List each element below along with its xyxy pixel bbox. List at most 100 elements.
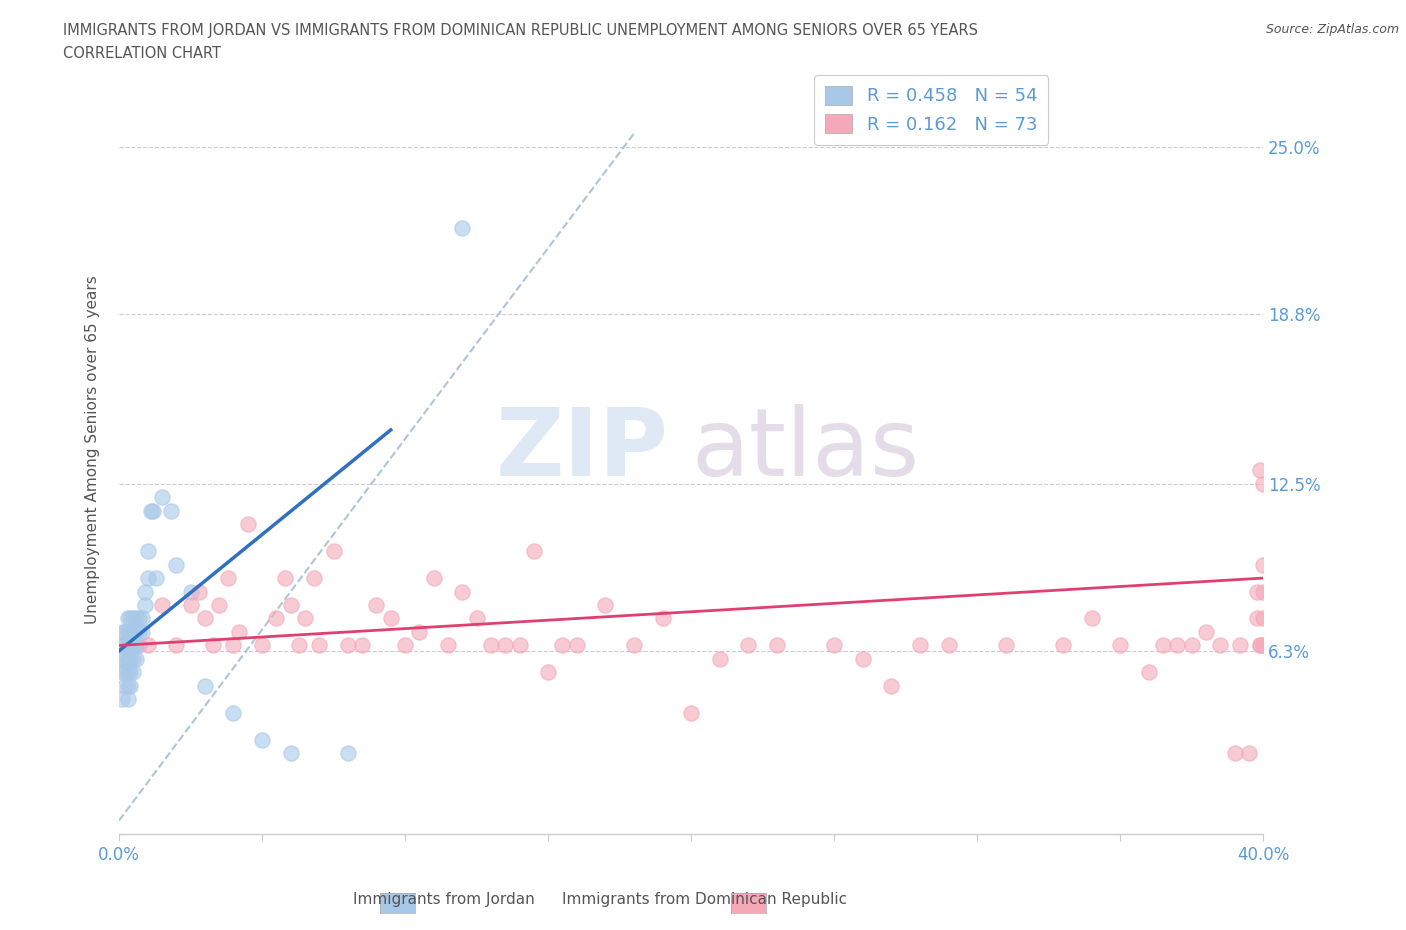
Point bbox=[114, 678, 136, 693]
Point bbox=[120, 652, 142, 667]
Legend: R = 0.458   N = 54, R = 0.162   N = 73: R = 0.458 N = 54, R = 0.162 N = 73 bbox=[814, 75, 1049, 144]
Point bbox=[111, 652, 134, 667]
Point bbox=[280, 598, 302, 613]
Point bbox=[120, 678, 142, 693]
Text: Immigrants from Jordan: Immigrants from Jordan bbox=[353, 892, 534, 907]
Point bbox=[274, 571, 297, 586]
Point bbox=[150, 490, 173, 505]
Point bbox=[537, 665, 560, 680]
Point bbox=[125, 611, 148, 626]
Point bbox=[1166, 638, 1188, 653]
Point bbox=[117, 611, 139, 626]
Point bbox=[114, 638, 136, 653]
Point bbox=[681, 705, 703, 720]
Point bbox=[136, 544, 159, 559]
Point bbox=[852, 652, 875, 667]
Point bbox=[122, 625, 145, 640]
Text: atlas: atlas bbox=[692, 405, 920, 496]
Point bbox=[180, 598, 202, 613]
Point bbox=[1229, 638, 1251, 653]
Point bbox=[188, 584, 211, 599]
Point bbox=[494, 638, 516, 653]
Point bbox=[451, 220, 474, 235]
Point bbox=[823, 638, 845, 653]
Point bbox=[122, 638, 145, 653]
Point bbox=[120, 638, 142, 653]
Point bbox=[1251, 584, 1274, 599]
Point bbox=[217, 571, 239, 586]
Point bbox=[1052, 638, 1074, 653]
Point bbox=[250, 638, 273, 653]
Point bbox=[117, 665, 139, 680]
Point bbox=[336, 746, 359, 761]
Point bbox=[114, 652, 136, 667]
Point bbox=[508, 638, 530, 653]
Point bbox=[228, 625, 250, 640]
Point bbox=[352, 638, 374, 653]
Point bbox=[1237, 746, 1260, 761]
Point bbox=[180, 584, 202, 599]
Point bbox=[1195, 625, 1218, 640]
Point bbox=[1251, 557, 1274, 572]
Point bbox=[128, 638, 150, 653]
Point bbox=[134, 584, 156, 599]
Point bbox=[1251, 638, 1274, 653]
Point bbox=[422, 571, 444, 586]
Point bbox=[236, 517, 259, 532]
Point bbox=[322, 544, 344, 559]
Point bbox=[766, 638, 789, 653]
Point bbox=[1152, 638, 1174, 653]
Point bbox=[1137, 665, 1160, 680]
Point bbox=[120, 611, 142, 626]
Point bbox=[134, 598, 156, 613]
Point bbox=[1249, 638, 1271, 653]
Point bbox=[122, 652, 145, 667]
Point bbox=[222, 638, 245, 653]
Point bbox=[380, 611, 402, 626]
Point bbox=[125, 625, 148, 640]
Point bbox=[994, 638, 1017, 653]
Point bbox=[737, 638, 759, 653]
Point bbox=[142, 503, 165, 518]
Point bbox=[451, 584, 474, 599]
Point bbox=[280, 746, 302, 761]
Point bbox=[336, 638, 359, 653]
Point bbox=[1109, 638, 1132, 653]
Point bbox=[131, 611, 153, 626]
Point bbox=[294, 611, 316, 626]
Point bbox=[288, 638, 311, 653]
Point bbox=[202, 638, 225, 653]
Point bbox=[302, 571, 325, 586]
Point bbox=[125, 638, 148, 653]
Point bbox=[122, 665, 145, 680]
Point bbox=[139, 503, 162, 518]
Text: CORRELATION CHART: CORRELATION CHART bbox=[63, 46, 221, 61]
Point bbox=[1251, 611, 1274, 626]
Point bbox=[465, 611, 488, 626]
Point bbox=[150, 598, 173, 613]
Point bbox=[136, 638, 159, 653]
Point bbox=[565, 638, 588, 653]
Point bbox=[165, 557, 187, 572]
Point bbox=[308, 638, 330, 653]
Point bbox=[114, 625, 136, 640]
Point bbox=[111, 692, 134, 707]
Text: Source: ZipAtlas.com: Source: ZipAtlas.com bbox=[1265, 23, 1399, 36]
Point bbox=[117, 692, 139, 707]
Point bbox=[623, 638, 645, 653]
Point bbox=[1246, 611, 1268, 626]
Point bbox=[250, 732, 273, 747]
Point bbox=[1080, 611, 1102, 626]
Point bbox=[1223, 746, 1246, 761]
Point bbox=[651, 611, 673, 626]
Point bbox=[1249, 638, 1271, 653]
Point bbox=[194, 678, 217, 693]
Point bbox=[1249, 463, 1271, 478]
Point bbox=[165, 638, 187, 653]
Point bbox=[117, 678, 139, 693]
Point bbox=[111, 638, 134, 653]
Text: IMMIGRANTS FROM JORDAN VS IMMIGRANTS FROM DOMINICAN REPUBLIC UNEMPLOYMENT AMONG : IMMIGRANTS FROM JORDAN VS IMMIGRANTS FRO… bbox=[63, 23, 979, 38]
Point bbox=[111, 625, 134, 640]
Point bbox=[908, 638, 931, 653]
Point bbox=[1209, 638, 1232, 653]
